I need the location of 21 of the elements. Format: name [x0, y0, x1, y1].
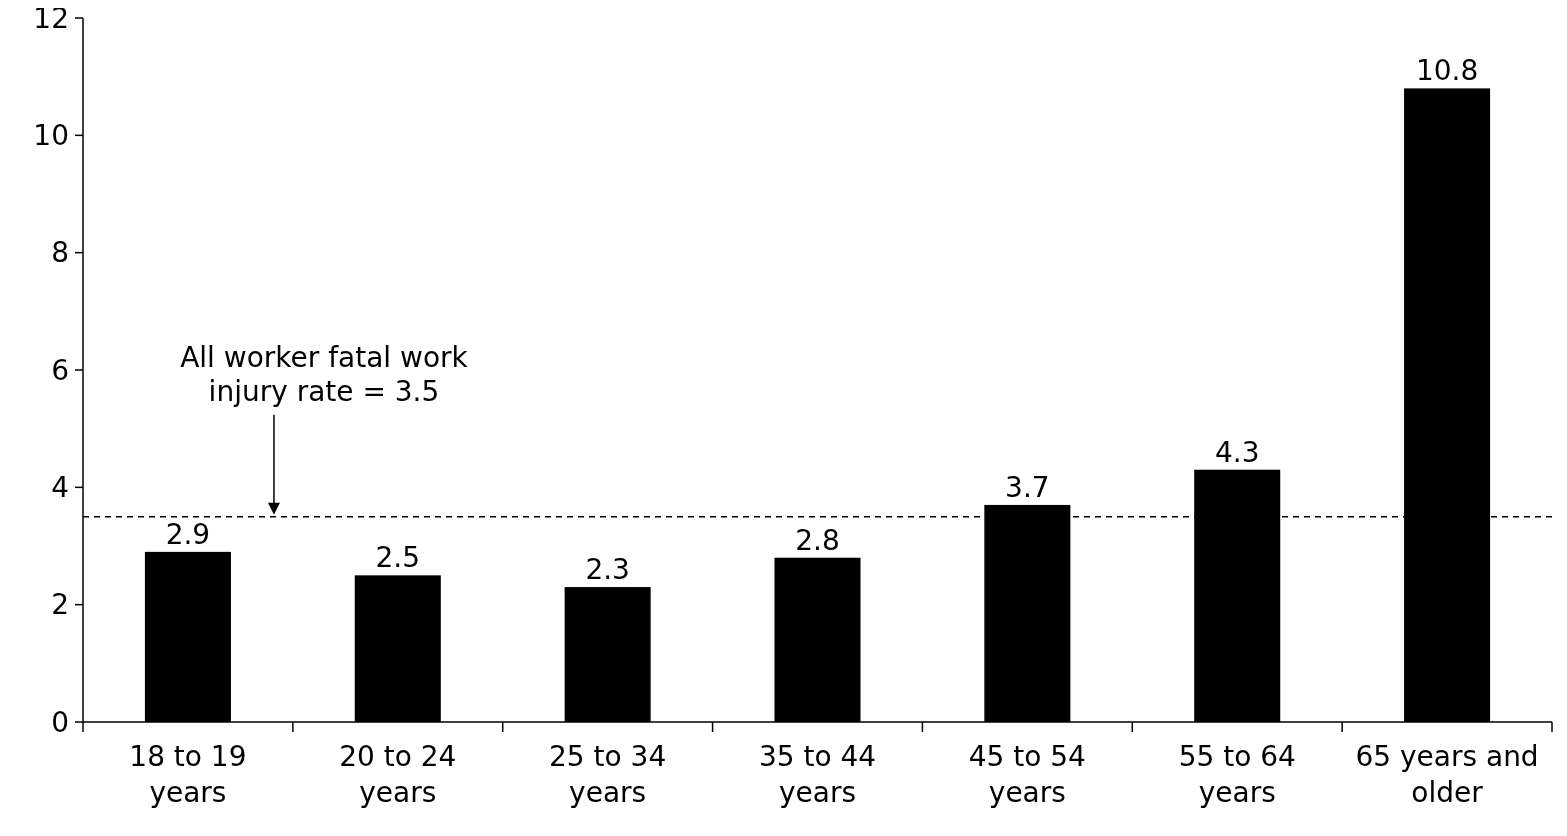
y-tick-label: 6	[51, 353, 69, 387]
x-tick-label: 35 to 44 years	[758, 740, 877, 809]
x-tick-label: 65 years and older	[1355, 740, 1539, 809]
y-tick-label: 4	[51, 471, 69, 505]
data-label: 2.3	[585, 553, 630, 587]
x-tick-label: 20 to 24 years	[339, 740, 457, 809]
x-tick-label: 25 to 34 years	[549, 740, 667, 809]
y-tick-label: 10	[33, 119, 69, 153]
y-tick-label: 0	[51, 705, 69, 739]
data-label: 10.8	[1415, 54, 1479, 88]
ref-line-label: All worker fatal work injury rate = 3.5	[180, 340, 469, 408]
x-tick-label: 18 to 19 years	[129, 740, 247, 809]
y-tick-label: 2	[51, 588, 69, 622]
x-tick-label: 55 to 64 years	[1178, 740, 1296, 809]
data-label: 2.9	[165, 517, 211, 551]
data-label: 2.8	[795, 523, 840, 557]
y-tick-label: 8	[51, 236, 69, 270]
data-label: 4.3	[1214, 435, 1260, 469]
data-label: 2.5	[375, 541, 421, 575]
data-label: 3.7	[1005, 470, 1050, 504]
x-tick-label: 45 to 54 years	[968, 740, 1086, 809]
